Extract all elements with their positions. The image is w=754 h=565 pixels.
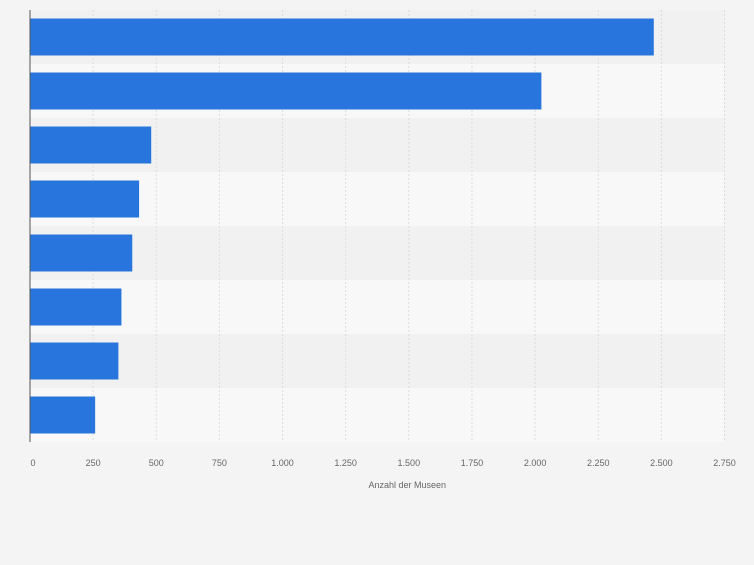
x-tick-label: 2.000: [524, 458, 547, 468]
bar: [30, 234, 133, 272]
x-tick-label: 1.000: [271, 458, 294, 468]
bars: [30, 18, 654, 434]
row-bands: [30, 10, 725, 442]
x-tick-label: 2.500: [650, 458, 673, 468]
bar: [30, 180, 140, 218]
row-band: [30, 172, 725, 226]
bar: [30, 126, 152, 164]
row-band: [30, 334, 725, 388]
x-tick-label: 750: [212, 458, 227, 468]
x-axis-label: Anzahl der Museen: [368, 480, 446, 490]
x-tick-label: 2.750: [713, 458, 736, 468]
row-band: [30, 280, 725, 334]
x-axis-ticks: 0 250 500 750 1.000 1.250 1.500 1.750 2.000 2.250…: [30, 458, 735, 468]
bar: [30, 72, 542, 110]
bar: [30, 18, 654, 56]
x-tick-label: 0: [30, 458, 35, 468]
row-band: [30, 388, 725, 442]
x-tick-label: 500: [149, 458, 164, 468]
bar: [30, 342, 119, 380]
x-tick-label: 1.250: [334, 458, 357, 468]
x-tick-label: 2.250: [587, 458, 610, 468]
x-tick-label: 1.750: [461, 458, 484, 468]
x-tick-label: 250: [86, 458, 101, 468]
bar: [30, 396, 96, 434]
x-tick-label: 1.500: [398, 458, 421, 468]
bar: [30, 288, 122, 326]
row-band: [30, 226, 725, 280]
